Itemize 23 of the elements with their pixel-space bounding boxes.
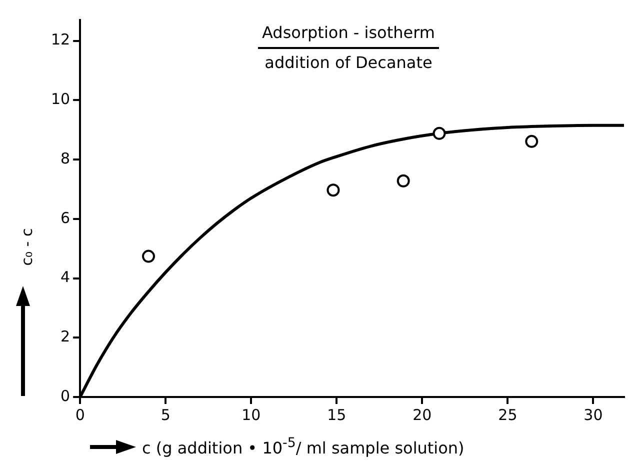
y-tick-label: 0 bbox=[60, 386, 70, 405]
point bbox=[396, 174, 410, 188]
y-tick-label: 12 bbox=[50, 30, 70, 49]
y-axis-title: c₀ - c bbox=[18, 227, 36, 268]
y-tick-label: 8 bbox=[60, 149, 70, 168]
x-tick-label: 15 bbox=[327, 406, 346, 424]
y-tick-label: 4 bbox=[60, 268, 70, 286]
x-tick-label: 0 bbox=[75, 406, 85, 424]
x-tick-label: 20 bbox=[412, 406, 432, 424]
point bbox=[525, 134, 538, 148]
x-tick-label: 30 bbox=[584, 406, 603, 424]
point bbox=[432, 126, 446, 140]
x-tick-label: 5 bbox=[160, 406, 170, 424]
x-tick-label: 10 bbox=[242, 406, 261, 424]
x-axis-title: c (g addition • 10$^{-5}$/ ml sample solution) bbox=[142, 436, 464, 458]
point bbox=[142, 250, 156, 263]
x-tick-label: 25 bbox=[498, 406, 518, 424]
y-tick-label: 10 bbox=[50, 90, 70, 108]
y-tick-label: 6 bbox=[60, 208, 70, 227]
text: addition of Decanate bbox=[264, 52, 434, 74]
y-tick-label: 2 bbox=[60, 328, 70, 346]
chart-title: Adsorption - isotherm bbox=[258, 22, 439, 49]
point bbox=[326, 184, 340, 197]
